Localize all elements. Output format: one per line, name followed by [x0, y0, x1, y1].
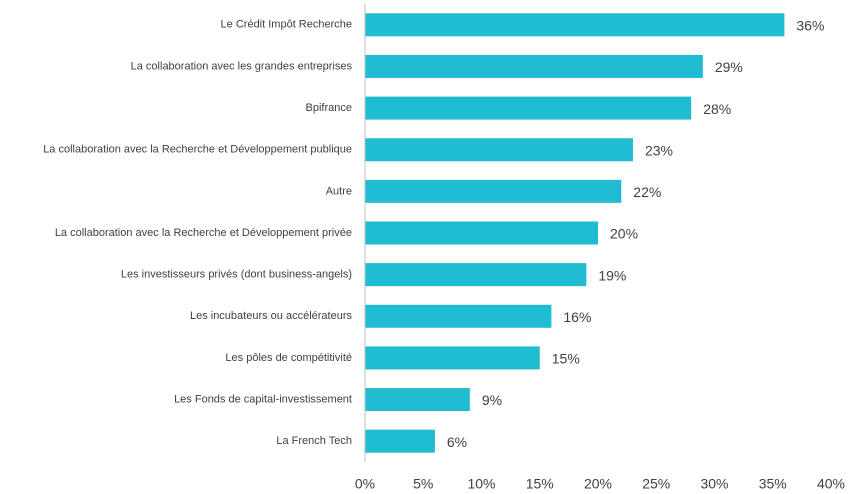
value-label: 22%: [633, 184, 661, 200]
bar: [365, 138, 633, 162]
category-label: Les investisseurs privés (dont business-…: [121, 269, 352, 281]
x-tick-label: 40%: [817, 476, 845, 492]
bar: [365, 179, 622, 203]
value-label: 19%: [598, 267, 626, 283]
bar: [365, 304, 552, 328]
category-label: La collaboration avec la Recherche et Dé…: [55, 227, 352, 239]
bar: [365, 221, 598, 245]
bar: [365, 13, 785, 37]
x-tick-label: 15%: [526, 476, 554, 492]
value-label: 36%: [796, 18, 824, 34]
x-tick-label: 10%: [467, 476, 495, 492]
x-tick-label: 30%: [700, 476, 728, 492]
category-label: Les pôles de compétitivité: [225, 352, 352, 364]
category-label: Le Crédit Impôt Recherche: [221, 19, 352, 31]
x-tick-label: 25%: [642, 476, 670, 492]
value-label: 6%: [447, 434, 467, 450]
category-label: La collaboration avec la Recherche et Dé…: [43, 144, 352, 156]
value-label: 29%: [715, 59, 743, 75]
bar: [365, 54, 703, 78]
x-tick-label: 35%: [759, 476, 787, 492]
bar: [365, 96, 692, 120]
category-label: Les Fonds de capital-investissement: [174, 393, 352, 405]
value-label: 28%: [703, 101, 731, 117]
x-tick-label: 20%: [584, 476, 612, 492]
value-label: 20%: [610, 226, 638, 242]
x-tick-label: 0%: [355, 476, 375, 492]
x-tick-label: 5%: [413, 476, 433, 492]
bar: [365, 346, 540, 370]
category-label: Bpifrance: [306, 102, 352, 114]
bar: [365, 429, 435, 453]
bar: [365, 388, 470, 412]
value-label: 9%: [482, 392, 502, 408]
value-label: 15%: [552, 351, 580, 367]
category-label: La French Tech: [276, 435, 352, 447]
value-label: 16%: [563, 309, 591, 325]
bar: [365, 263, 587, 287]
value-label: 23%: [645, 142, 673, 158]
category-label: La collaboration avec les grandes entrep…: [131, 60, 353, 72]
category-label: Les incubateurs ou accélérateurs: [190, 310, 353, 322]
category-label: Autre: [326, 185, 352, 197]
